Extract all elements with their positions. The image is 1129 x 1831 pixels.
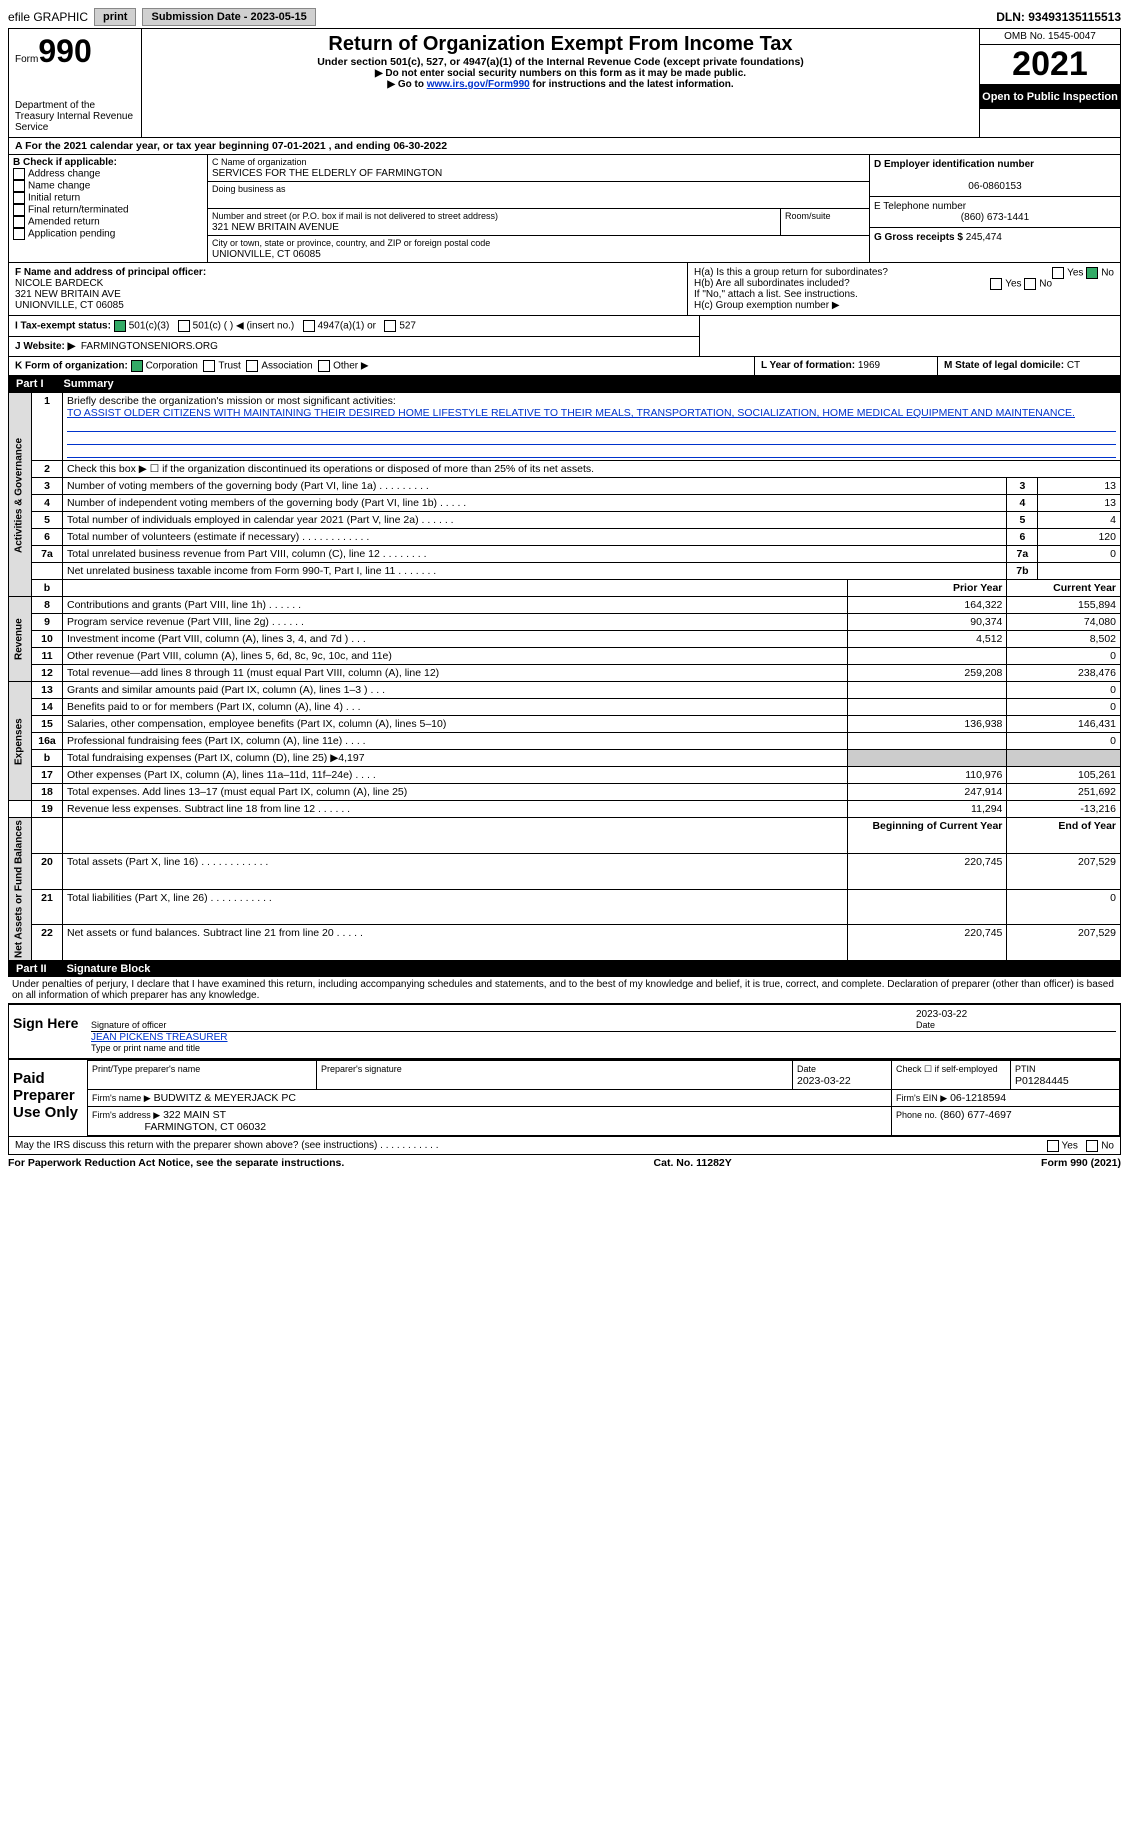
gross-receipts: 245,474 (966, 232, 1002, 243)
may-yes[interactable] (1047, 1140, 1059, 1152)
part1-table: Activities & Governance 1 Briefly descri… (8, 392, 1121, 961)
officer-name: JEAN PICKENS TREASURER (91, 1032, 228, 1043)
open-inspection: Open to Public Inspection (980, 85, 1120, 109)
box-deg: D Employer identification number 06-0860… (869, 155, 1120, 262)
box-f: F Name and address of principal officer:… (9, 263, 687, 315)
header-right: OMB No. 1545-0047 2021 Open to Public In… (979, 29, 1120, 137)
paid-preparer-block: Paid Preparer Use Only Print/Type prepar… (8, 1059, 1121, 1137)
dln-label: DLN: 93493135115513 (996, 10, 1121, 24)
k-corp[interactable] (131, 360, 143, 372)
section-klm: K Form of organization: Corporation Trus… (8, 356, 1121, 376)
vlabel-activities: Activities & Governance (9, 393, 32, 597)
instructions-link[interactable]: www.irs.gov/Form990 (427, 79, 530, 90)
v4: 13 (1038, 495, 1121, 512)
i-527[interactable] (384, 320, 396, 332)
ha-yes[interactable] (1052, 267, 1064, 279)
form-number: 990 (38, 33, 91, 69)
hb-yes[interactable] (990, 278, 1002, 290)
org-name: SERVICES FOR THE ELDERLY OF FARMINGTON (212, 168, 442, 179)
header-center: Return of Organization Exempt From Incom… (142, 29, 979, 137)
top-bar: efile GRAPHIC print Submission Date - 20… (8, 8, 1121, 26)
section-fh: F Name and address of principal officer:… (8, 262, 1121, 315)
submission-date-button[interactable]: Submission Date - 2023-05-15 (142, 8, 315, 26)
checkbox-addr[interactable] (13, 168, 25, 180)
k-assoc[interactable] (246, 360, 258, 372)
state-domicile: CT (1067, 360, 1080, 371)
note-link: ▶ Go to www.irs.gov/Form990 for instruct… (146, 79, 975, 90)
form-title: Return of Organization Exempt From Incom… (146, 33, 975, 56)
box-h: H(a) Is this a group return for subordin… (687, 263, 1120, 315)
note-ssn: ▶ Do not enter social security numbers o… (146, 68, 975, 79)
omb-number: OMB No. 1545-0047 (980, 29, 1120, 45)
section-bcdeg: B Check if applicable: Address change Na… (8, 154, 1121, 262)
mission-text: TO ASSIST OLDER CITIZENS WITH MAINTAININ… (67, 407, 1075, 419)
section-ij: I Tax-exempt status: 501(c)(3) 501(c) ( … (8, 315, 1121, 356)
dept-label: Department of the Treasury Internal Reve… (15, 100, 135, 133)
vlabel-netassets: Net Assets or Fund Balances (9, 818, 32, 961)
k-other[interactable] (318, 360, 330, 372)
part1-header: Part I Summary (8, 376, 1121, 392)
may-discuss: May the IRS discuss this return with the… (8, 1137, 1121, 1155)
may-no[interactable] (1086, 1140, 1098, 1152)
part2-header: Part II Signature Block (8, 961, 1121, 977)
ha-no[interactable] (1086, 267, 1098, 279)
vlabel-revenue: Revenue (9, 597, 32, 682)
checkbox-final[interactable] (13, 204, 25, 216)
checkbox-initial[interactable] (13, 192, 25, 204)
page-footer: For Paperwork Reduction Act Notice, see … (8, 1155, 1121, 1169)
declaration: Under penalties of perjury, I declare th… (8, 977, 1121, 1003)
box-c: C Name of organization SERVICES FOR THE … (208, 155, 869, 262)
website: FARMINGTONSENIORS.ORG (81, 341, 218, 352)
sign-here-block: Sign Here Signature of officer 2023-03-2… (8, 1003, 1121, 1059)
v7b (1038, 563, 1121, 580)
ein: 06-0860153 (874, 181, 1116, 192)
vlabel-expenses: Expenses (9, 682, 32, 801)
v5: 4 (1038, 512, 1121, 529)
print-button[interactable]: print (94, 8, 136, 26)
line-a: A For the 2021 calendar year, or tax yea… (8, 137, 1121, 154)
checkbox-amended[interactable] (13, 216, 25, 228)
form-box: Form990 Department of the Treasury Inter… (9, 29, 142, 137)
org-city: UNIONVILLE, CT 06085 (212, 249, 321, 260)
i-4947[interactable] (303, 320, 315, 332)
telephone: (860) 673-1441 (874, 212, 1116, 223)
efile-label: efile GRAPHIC (8, 10, 88, 24)
tax-year: 2021 (980, 45, 1120, 85)
org-address: 321 NEW BRITAIN AVENUE (212, 222, 339, 233)
i-501c3[interactable] (114, 320, 126, 332)
v7a: 0 (1038, 546, 1121, 563)
form-header: Form990 Department of the Treasury Inter… (8, 28, 1121, 137)
form-subtitle: Under section 501(c), 527, or 4947(a)(1)… (146, 56, 975, 68)
hb-no[interactable] (1024, 278, 1036, 290)
i-501c[interactable] (178, 320, 190, 332)
box-b: B Check if applicable: Address change Na… (9, 155, 208, 262)
checkbox-pending[interactable] (13, 228, 25, 240)
checkbox-name[interactable] (13, 180, 25, 192)
v3: 13 (1038, 478, 1121, 495)
form-word: Form (15, 54, 38, 65)
v6: 120 (1038, 529, 1121, 546)
k-trust[interactable] (203, 360, 215, 372)
year-formation: 1969 (858, 360, 880, 371)
